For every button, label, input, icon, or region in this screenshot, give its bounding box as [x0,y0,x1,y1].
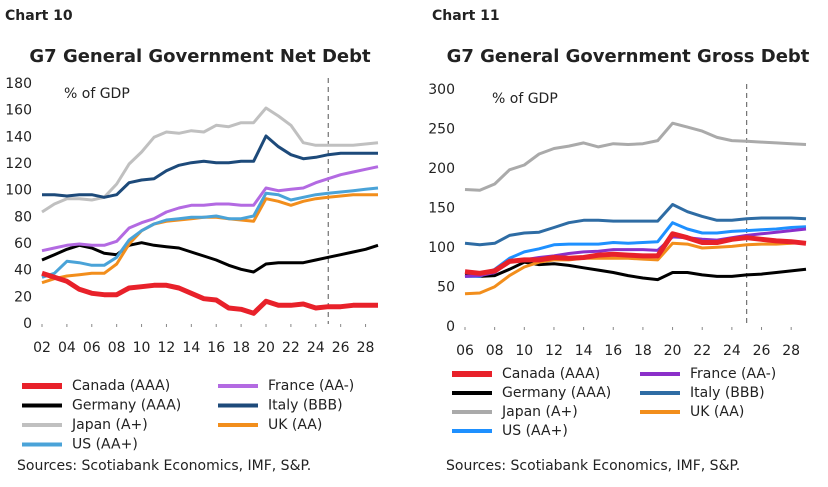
legend-label: UK (AA) [268,417,322,433]
legend-label: Germany (AAA) [72,398,181,414]
y-tick-label: 0 [23,316,32,332]
x-tick-label: 18 [634,343,652,359]
y-tick-label: 80 [14,209,32,225]
y-tick-label: 300 [428,82,455,98]
series-line [41,106,379,214]
y-tick-label: 100 [428,240,455,256]
chart-title: G7 General Government Gross Debt [447,46,810,67]
x-tick-label: 12 [158,340,176,356]
y-tick-label: 60 [14,236,32,252]
x-tick-label: 08 [486,343,504,359]
axis-note: % of GDP [64,86,130,102]
chart-label: Chart 11 [432,8,500,24]
legend-label: France (AA-) [690,366,776,382]
series-line [41,186,379,279]
series-line [464,231,807,276]
series-line [41,193,378,285]
legend-label: France (AA-) [268,378,354,394]
x-tick-label: 14 [182,340,200,356]
series-line [464,241,807,296]
legend-label: Italy (BBB) [268,398,343,414]
x-tick-label: 26 [753,343,771,359]
x-tick-label: 28 [357,340,375,356]
x-tick-label: 06 [456,343,474,359]
y-tick-label: 40 [14,263,32,279]
legend-label: Germany (AAA) [502,385,611,401]
legend-label: Japan (A+) [501,404,578,420]
legend-label: UK (AA) [690,404,744,420]
legend-label: Canada (AAA) [72,378,170,394]
series-line [464,121,807,192]
x-tick-label: 14 [575,343,593,359]
x-tick-label: 24 [723,343,741,359]
legend-label: Japan (A+) [71,417,148,433]
y-tick-label: 160 [5,103,32,119]
series-line [464,203,807,247]
x-tick-label: 22 [282,340,300,356]
y-tick-label: 120 [5,156,32,172]
y-tick-label: 180 [5,76,32,92]
series-line [41,165,379,253]
x-tick-label: 20 [664,343,682,359]
y-tick-label: 0 [446,319,455,335]
y-tick-label: 250 [428,122,455,138]
x-tick-label: 18 [232,340,250,356]
x-tick-label: 26 [332,340,350,356]
series-line [41,241,379,274]
x-tick-label: 02 [33,340,51,356]
x-tick-label: 06 [83,340,101,356]
x-tick-label: 20 [257,340,275,356]
x-tick-label: 22 [693,343,711,359]
x-tick-label: 16 [604,343,622,359]
source-note: Sources: Scotiabank Economics, IMF, S&P. [17,458,311,474]
x-tick-label: 24 [307,340,325,356]
source-note: Sources: Scotiabank Economics, IMF, S&P. [446,458,740,474]
series-line [464,260,807,282]
x-tick-label: 10 [133,340,151,356]
series-line [42,134,378,199]
x-tick-label: 10 [515,343,533,359]
legend-label: Italy (BBB) [690,385,765,401]
y-tick-label: 140 [5,129,32,145]
y-tick-label: 100 [5,183,32,199]
legend-label: Canada (AAA) [502,366,600,382]
y-tick-label: 200 [428,161,455,177]
x-tick-label: 28 [782,343,800,359]
series-line [41,270,378,316]
x-tick-label: 08 [108,340,126,356]
x-tick-label: 16 [207,340,225,356]
chart-label: Chart 10 [5,8,73,24]
x-tick-label: 12 [545,343,563,359]
x-tick-label: 04 [58,340,76,356]
legend-label: US (AA+) [72,437,138,453]
axis-note: % of GDP [492,91,558,107]
series-line [465,221,807,278]
y-tick-label: 50 [437,280,455,296]
legend-label: US (AA+) [502,423,568,439]
y-tick-label: 150 [428,201,455,217]
y-tick-label: 20 [14,289,32,305]
chart-title: G7 General Government Net Debt [29,46,371,67]
